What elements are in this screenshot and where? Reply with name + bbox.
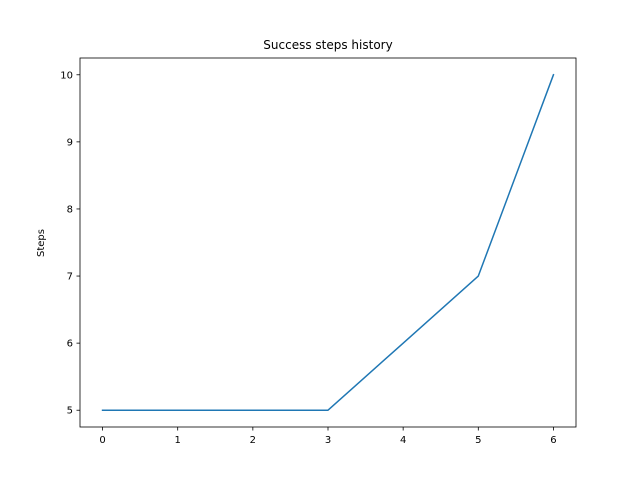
chart-title: Success steps history bbox=[263, 38, 392, 52]
x-tick-label: 2 bbox=[250, 435, 256, 446]
x-tick-label: 5 bbox=[475, 435, 481, 446]
x-tick-label: 4 bbox=[400, 435, 406, 446]
ticks-layer: 0 1 2 3 4 5 6 5 6 7 8 9 10 bbox=[60, 70, 556, 446]
x-tick-label: 0 bbox=[99, 435, 105, 446]
y-tick-label: 6 bbox=[67, 339, 73, 350]
x-tick-label: 3 bbox=[325, 435, 331, 446]
x-tick-label: 6 bbox=[550, 435, 556, 446]
series-line bbox=[101, 73, 555, 411]
x-tick-label: 1 bbox=[175, 435, 181, 446]
y-tick-label: 8 bbox=[67, 204, 73, 215]
y-tick-label: 7 bbox=[67, 272, 73, 283]
y-tick-label: 5 bbox=[67, 406, 73, 417]
plot-frame bbox=[79, 57, 577, 428]
series-layer bbox=[101, 73, 555, 411]
y-tick-label: 10 bbox=[60, 70, 73, 81]
y-tick-label: 9 bbox=[67, 137, 73, 148]
y-axis-label: Steps bbox=[36, 229, 47, 257]
